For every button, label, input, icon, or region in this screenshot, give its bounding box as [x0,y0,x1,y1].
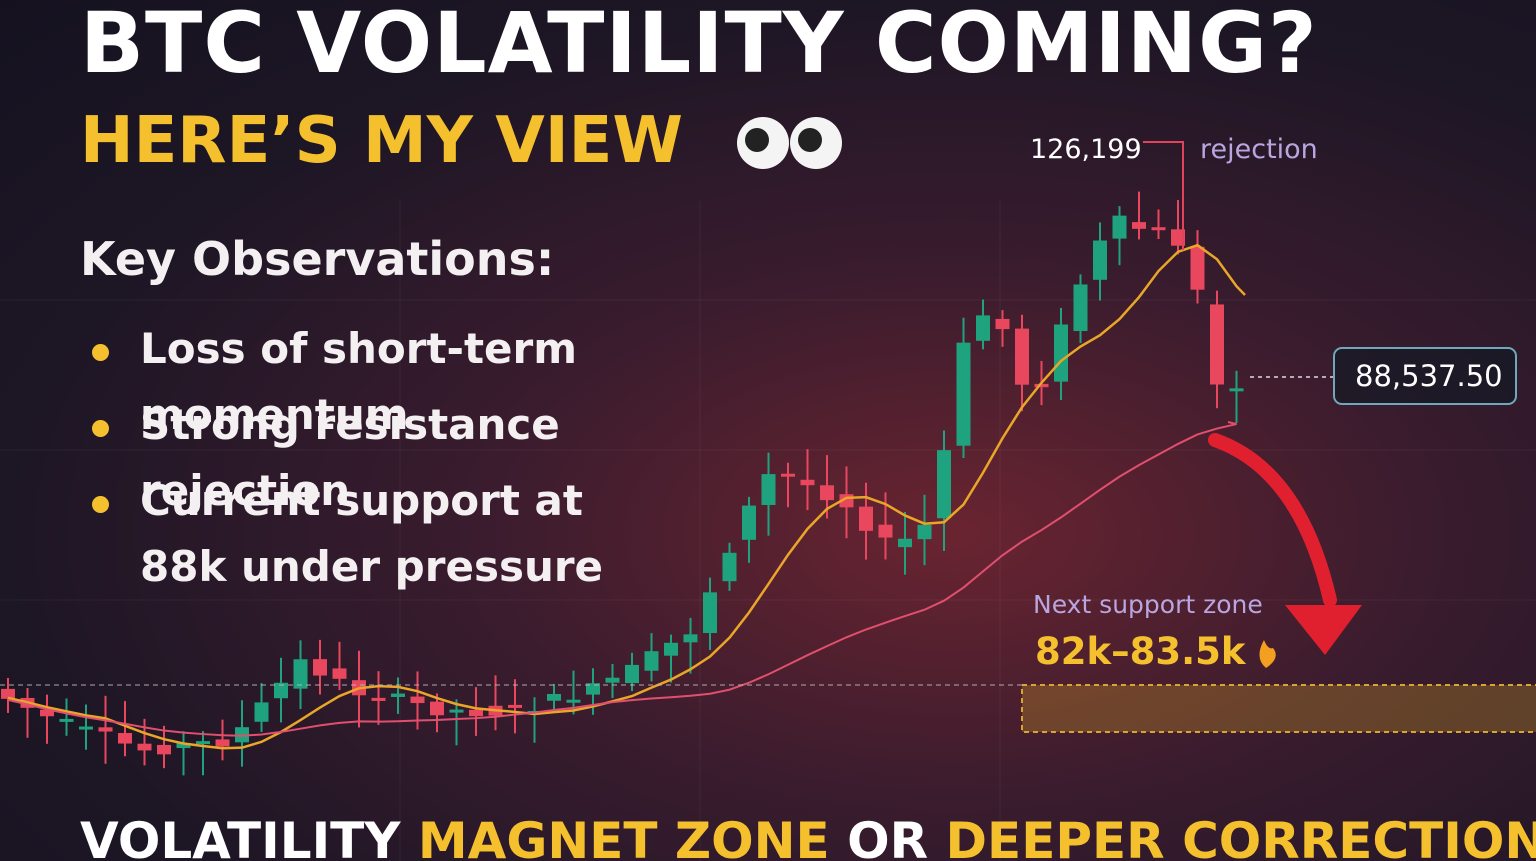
candle [1151,227,1166,231]
candle [956,342,971,446]
candle [469,709,483,717]
candle [430,701,444,716]
candle [683,634,698,643]
candle [79,726,93,730]
candle [254,702,269,722]
observation: Current support at 88k under pressure [140,476,604,591]
zone-caption: Next support zone [1033,590,1263,619]
candle [859,506,873,531]
candle [664,642,678,656]
candle [1112,215,1127,239]
arrow [1208,433,1337,607]
candle [742,505,756,540]
candle [1210,304,1224,385]
peak-note: rejection [1200,134,1318,165]
candle [800,479,815,486]
candle [176,743,191,749]
candle [976,315,990,341]
candle [137,743,152,751]
fire [1259,640,1276,668]
bullet [92,344,109,361]
observation: Loss of short-term momentum [140,324,578,439]
candle [644,651,659,671]
title: BTC VOLATILITY COMING? [80,0,1318,92]
moving-average [7,421,1237,737]
candle [293,659,308,689]
candle [703,592,717,634]
candle [1132,222,1146,229]
candle [98,727,113,732]
candle [1034,383,1049,388]
price-tag: 88,537.50 [1355,359,1503,393]
candle [898,538,912,548]
candle [1015,328,1029,385]
footer-part: OR [847,812,929,861]
candle [371,697,386,701]
candle [391,693,405,697]
candle [722,552,737,582]
observations-heading: Key Observations: [80,232,555,286]
candle [157,744,171,755]
candle [1054,324,1068,382]
footer-part: DEEPER CORRECTION? [945,812,1536,861]
candle [566,699,581,703]
candle [118,733,132,744]
candle [196,741,210,745]
candle [761,474,776,505]
candle [1073,284,1088,332]
candle [995,318,1010,330]
candle [508,704,522,708]
candle [625,664,639,684]
candle [547,693,561,701]
candle [40,709,54,717]
candle [1093,240,1107,280]
moving-average [7,243,1246,750]
candle [820,485,834,501]
candle [781,473,795,477]
candle [586,683,600,695]
candle [1190,246,1205,290]
candle [332,668,347,679]
candle [215,739,230,747]
candle [410,696,425,704]
candle [878,524,893,538]
observation: Strong resistance rejection [140,400,560,515]
bullet [92,496,109,513]
peak-label: 126,199 [1030,134,1142,165]
candle [917,524,932,540]
footer: VOLATILITY MAGNET ZONE OR DEEPER CORRECT… [80,812,1536,861]
footer-part: VOLATILITY [80,812,401,861]
candle [1171,229,1185,246]
candle [1,688,15,699]
zone-range: 82k–83.5k [1035,630,1246,673]
candle [59,718,74,722]
bullet [92,420,109,437]
support-zone [1021,684,1536,733]
candle [937,450,951,519]
candle [313,659,327,676]
candle [1229,388,1244,392]
candle [605,677,620,683]
footer-part: MAGNET ZONE [417,812,830,861]
price-tag-box [1333,347,1517,405]
eyes [737,117,842,169]
subtitle: HERE’S MY VIEW [80,104,683,178]
candle [449,709,464,713]
candle [274,682,288,699]
